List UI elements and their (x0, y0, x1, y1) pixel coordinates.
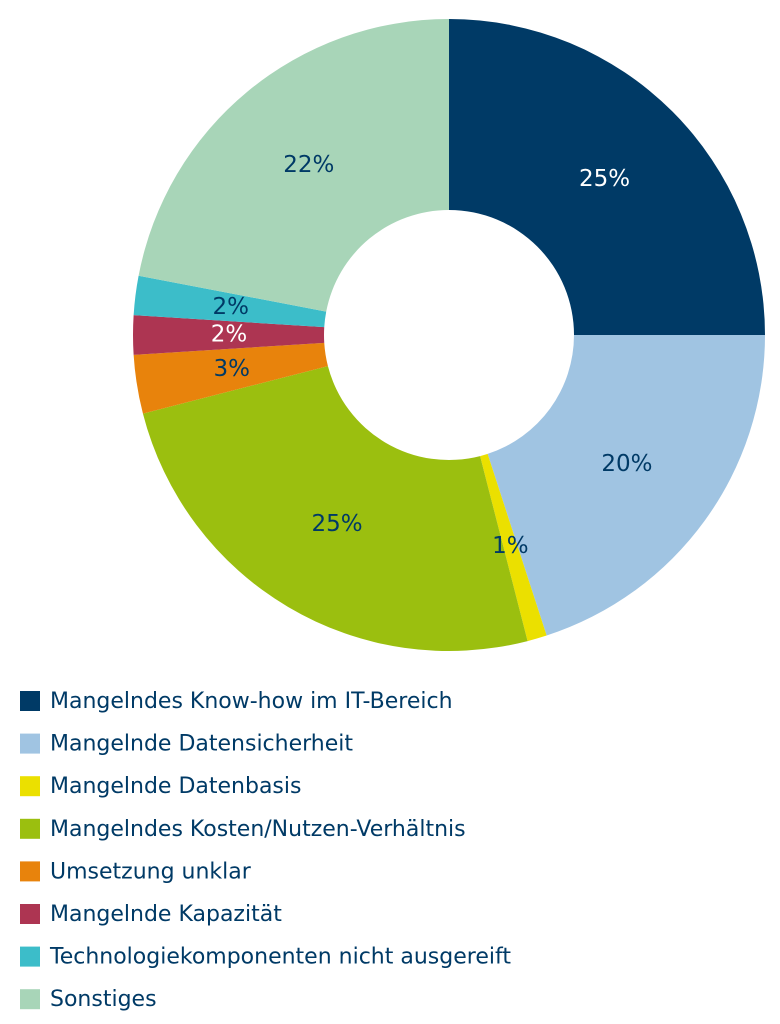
value-label: 3% (213, 356, 250, 382)
value-label: 2% (212, 294, 249, 320)
legend-label: Umsetzung unklar (50, 859, 252, 884)
legend-label: Mangelndes Know-how im IT-Bereich (50, 689, 453, 714)
legend-swatch (20, 904, 40, 924)
legend-swatch (20, 861, 40, 882)
donut-slice (138, 19, 449, 312)
legend-label: Technologiekomponenten nicht ausgereift (49, 945, 511, 970)
legend-label: Mangelnde Datenbasis (50, 774, 301, 799)
donut-slice (480, 453, 547, 642)
donut-slice (133, 315, 325, 355)
legend-label: Mangelnde Kapazität (50, 902, 282, 927)
legend-swatch (20, 691, 40, 711)
value-label: 22% (283, 152, 334, 178)
legend-swatch (20, 818, 40, 839)
legend-swatch (20, 776, 40, 797)
donut-slice (133, 275, 327, 328)
donut-slice (487, 335, 765, 636)
value-label: 25% (311, 511, 362, 537)
value-label: 25% (579, 166, 630, 192)
legend-swatch (20, 733, 40, 754)
donut-slice (449, 19, 765, 335)
legend-label: Sonstiges (50, 987, 157, 1012)
legend-swatch (20, 989, 40, 1010)
value-label: 2% (211, 322, 248, 348)
legend-label: Mangelnde Datensicherheit (50, 732, 353, 757)
donut-slice (142, 366, 528, 651)
donut-slice (133, 342, 328, 414)
value-label: 1% (492, 533, 529, 559)
value-label: 20% (601, 451, 652, 477)
legend-label: Mangelndes Kosten/Nutzen-Verhältnis (50, 817, 466, 842)
legend-swatch (20, 946, 40, 967)
